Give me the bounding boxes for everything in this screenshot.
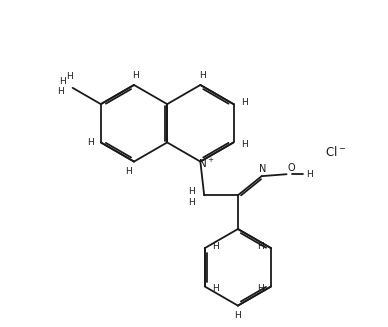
Text: H: H [306,170,313,179]
Text: O: O [288,164,295,174]
Text: H: H [257,284,264,293]
Text: H: H [257,242,264,251]
Text: H: H [189,187,195,196]
Text: H: H [212,242,219,251]
Text: H: H [199,71,206,80]
Text: H: H [133,71,139,80]
Text: H: H [87,138,94,147]
Text: H: H [241,98,248,107]
Text: H: H [189,198,195,207]
Text: N: N [259,164,266,174]
Text: H: H [59,77,66,86]
Text: N$^+$: N$^+$ [198,157,215,170]
Text: H: H [125,167,132,176]
Text: H: H [212,284,219,293]
Text: H: H [241,140,248,149]
Text: H: H [66,72,73,80]
Text: Cl$^-$: Cl$^-$ [325,145,346,159]
Text: H: H [234,311,241,320]
Text: H: H [57,87,64,95]
